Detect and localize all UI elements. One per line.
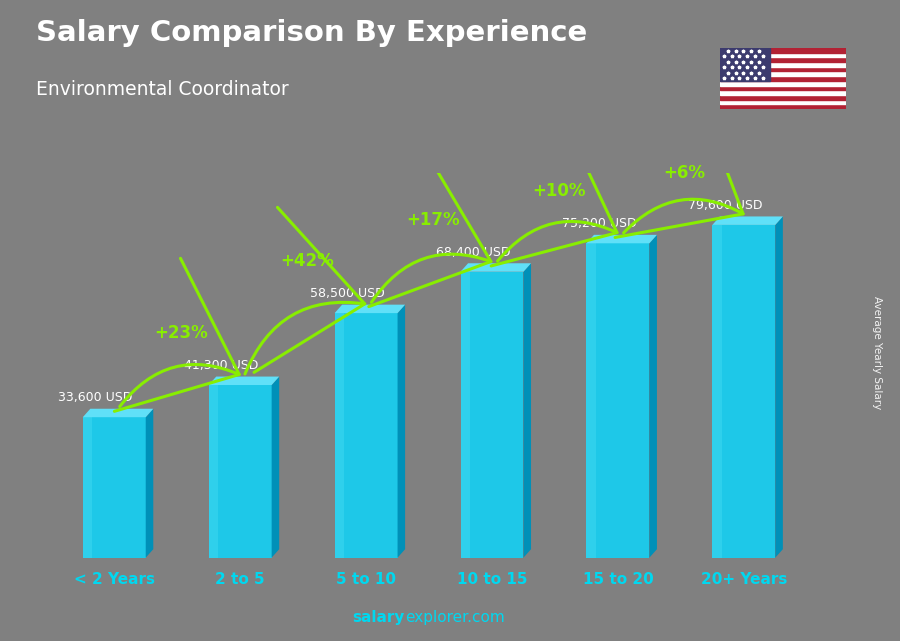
- Polygon shape: [335, 304, 405, 313]
- Text: +10%: +10%: [532, 182, 586, 200]
- Polygon shape: [146, 409, 153, 558]
- Text: salary: salary: [353, 610, 405, 625]
- Text: Salary Comparison By Experience: Salary Comparison By Experience: [36, 19, 587, 47]
- FancyArrowPatch shape: [369, 149, 491, 306]
- Bar: [720, 62, 846, 67]
- Polygon shape: [775, 217, 783, 558]
- FancyArrowPatch shape: [245, 207, 364, 374]
- Bar: [720, 72, 846, 76]
- Bar: [720, 90, 846, 95]
- Text: 33,600 USD: 33,600 USD: [58, 391, 132, 404]
- Bar: [720, 58, 846, 62]
- Text: 58,500 USD: 58,500 USD: [310, 287, 384, 300]
- Polygon shape: [524, 263, 531, 558]
- FancyArrowPatch shape: [114, 258, 239, 412]
- FancyArrowPatch shape: [615, 92, 743, 237]
- Bar: [720, 99, 846, 104]
- Polygon shape: [83, 417, 146, 558]
- Text: 41,300 USD: 41,300 USD: [184, 359, 258, 372]
- Polygon shape: [650, 235, 657, 558]
- FancyArrowPatch shape: [491, 115, 617, 266]
- Bar: [720, 85, 846, 90]
- Text: explorer.com: explorer.com: [405, 610, 505, 625]
- Text: 75,200 USD: 75,200 USD: [562, 217, 636, 230]
- Polygon shape: [461, 272, 470, 558]
- Bar: [720, 95, 846, 99]
- Polygon shape: [272, 376, 279, 558]
- Polygon shape: [209, 385, 272, 558]
- Polygon shape: [83, 417, 92, 558]
- Text: +42%: +42%: [280, 252, 334, 270]
- Polygon shape: [83, 409, 153, 417]
- Bar: [720, 81, 846, 85]
- Text: +6%: +6%: [663, 164, 706, 182]
- Polygon shape: [712, 225, 722, 558]
- Polygon shape: [335, 313, 398, 558]
- Polygon shape: [209, 376, 279, 385]
- Polygon shape: [587, 244, 650, 558]
- Polygon shape: [461, 263, 531, 272]
- Text: Environmental Coordinator: Environmental Coordinator: [36, 80, 289, 99]
- Text: +17%: +17%: [406, 211, 460, 229]
- Bar: [720, 48, 770, 81]
- Bar: [720, 104, 846, 109]
- Polygon shape: [712, 225, 775, 558]
- Polygon shape: [209, 385, 218, 558]
- Text: 68,400 USD: 68,400 USD: [436, 246, 510, 259]
- Bar: [720, 53, 846, 58]
- Text: 79,600 USD: 79,600 USD: [688, 199, 762, 212]
- Bar: [720, 67, 846, 72]
- Polygon shape: [461, 272, 524, 558]
- Polygon shape: [398, 304, 405, 558]
- Polygon shape: [712, 217, 783, 225]
- Polygon shape: [587, 235, 657, 244]
- Polygon shape: [335, 313, 344, 558]
- Text: Average Yearly Salary: Average Yearly Salary: [872, 296, 883, 409]
- Bar: [720, 48, 846, 53]
- Polygon shape: [587, 244, 596, 558]
- Text: +23%: +23%: [154, 324, 208, 342]
- Bar: [720, 76, 846, 81]
